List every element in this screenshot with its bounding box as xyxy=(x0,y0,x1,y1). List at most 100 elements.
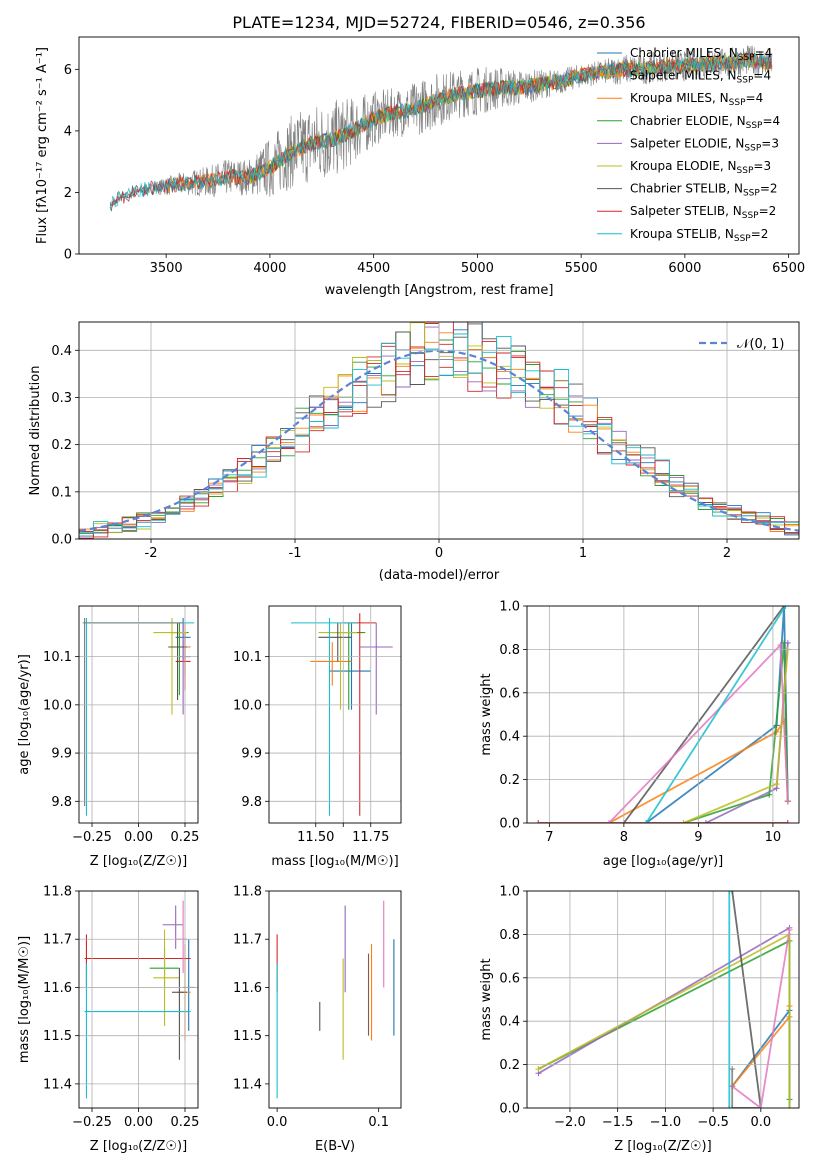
y-tick-label: 6 xyxy=(64,63,72,78)
x-tick-label: 11.50 xyxy=(297,830,334,845)
panel-residuals: -2 -1 0 1 2 0.0 0.1 0.2 0.3 0.4 𝒩(0, 1) (data-model… xyxy=(28,321,800,583)
weight-marker xyxy=(702,820,709,823)
error-bar-point-7 xyxy=(291,618,357,816)
y-tick-label: 1.0 xyxy=(499,885,520,900)
axes-frame xyxy=(78,36,800,255)
y-tick-label: 0.3 xyxy=(51,391,72,406)
legend-text: Kroupa MILES, N xyxy=(630,91,729,105)
x-tick-label: −0.25 xyxy=(72,1115,112,1130)
y-tick-label: 11.4 xyxy=(233,1077,262,1092)
axes-frame xyxy=(526,605,800,824)
x-tick-label: 0.00 xyxy=(124,830,153,845)
weight-line-3 xyxy=(538,927,790,1075)
weight-marker xyxy=(535,1065,542,1072)
legend-subscript: SSP xyxy=(737,76,754,86)
axes-frame xyxy=(78,890,199,1109)
y-tick-label: 0.1 xyxy=(51,485,72,500)
y-tick-label: 0.2 xyxy=(499,1058,520,1073)
legend-entry-3: Chabrier ELODIE, NSSP=4 xyxy=(630,114,780,131)
x-tick-label: 5000 xyxy=(461,261,494,276)
y-tick-label: 10.1 xyxy=(43,650,72,665)
axes-frame xyxy=(268,605,402,824)
x-tick-label: 1 xyxy=(579,546,587,561)
y-tick-label: 9.8 xyxy=(51,795,72,810)
error-bar-point-6 xyxy=(318,622,352,662)
weight-marker xyxy=(680,820,687,823)
plot-area-age-vs-Z xyxy=(82,618,195,816)
y-tick-label: 0.4 xyxy=(51,344,72,359)
legend-entry-4: Salpeter ELODIE, NSSP=3 xyxy=(630,136,779,153)
x-tick-label: -2 xyxy=(145,546,158,561)
weight-marker xyxy=(784,798,791,805)
legend-subscript: SSP xyxy=(744,143,761,153)
legend-text: =4 xyxy=(746,91,764,105)
error-bar-point-2 xyxy=(170,622,189,696)
y-tick-label: 0.8 xyxy=(499,643,520,658)
legend-text: =3 xyxy=(761,136,779,150)
legend-text: =2 xyxy=(751,227,769,241)
x-tick-label: 9 xyxy=(694,830,702,845)
x-tick-label: 8 xyxy=(620,830,628,845)
x-tick-label: −2.0 xyxy=(554,1115,586,1130)
weight-marker xyxy=(605,820,612,823)
y-tick-label: 0.0 xyxy=(499,817,520,832)
panel-mass-vs-EBV: 0.0 0.1 11.4 11.5 11.6 11.7 11.8 E(B-V) xyxy=(233,885,402,1154)
error-bar-point-3 xyxy=(84,934,191,988)
panel-age-vs-mass: 11.50 11.75 9.8 9.9 10.0 10.1 mass [log₁₀(M/M☉… xyxy=(233,605,402,869)
y-tick-label: 11.8 xyxy=(233,885,262,900)
axes-frame xyxy=(78,321,800,540)
x-tick-label: 6500 xyxy=(772,261,805,276)
plot-area-spectrum xyxy=(109,45,773,212)
model-line-8 xyxy=(109,53,772,210)
panel-age-vs-Z: −0.25 0.00 0.25 9.8 9.9 10.0 10.1 Z [log₁₀(Z/Z☉… xyxy=(17,605,200,869)
plot-area-weight-vs-age xyxy=(535,606,791,823)
y-tick-label: 0.0 xyxy=(51,533,72,548)
x-tick-label: 6000 xyxy=(668,261,701,276)
y-tick-label: 9.8 xyxy=(241,795,262,810)
y-tick-label: 10.0 xyxy=(43,698,72,713)
legend-text: Chabrier STELIB, N xyxy=(630,182,743,196)
weight-marker xyxy=(535,820,542,823)
legend-text: Salpeter MILES, N xyxy=(630,69,737,83)
y-tick-label: 10.0 xyxy=(233,698,262,713)
x-tick-label: 0 xyxy=(435,546,443,561)
x-tick-label: 0.0 xyxy=(750,1115,771,1130)
y-tick-label: 0.4 xyxy=(499,1015,520,1030)
weight-marker xyxy=(726,891,733,894)
axes-frame xyxy=(526,890,800,1109)
x-tick-label: 7 xyxy=(545,830,553,845)
y-axis-label: mass [log₁₀(M/M☉)] xyxy=(17,936,32,1063)
legend-entry-6: Chabrier STELIB, NSSP=2 xyxy=(630,182,778,199)
weight-marker xyxy=(773,780,780,787)
legend-subscript: SSP xyxy=(742,211,759,221)
x-tick-label: -1 xyxy=(289,546,302,561)
y-axis-label: age [log₁₀(age/yr)] xyxy=(17,654,32,775)
error-bar-point-4 xyxy=(162,905,184,949)
x-axis-label: E(B-V) xyxy=(315,1139,355,1154)
x-axis-label: (data-model)/error xyxy=(379,568,500,583)
y-tick-label: 0.0 xyxy=(499,1102,520,1117)
legend-text: Chabrier MILES, N xyxy=(630,46,738,60)
y-tick-label: 0.8 xyxy=(499,928,520,943)
y-tick-label: 10.1 xyxy=(233,650,262,665)
y-tick-label: 1.0 xyxy=(499,600,520,615)
error-bar-point-6 xyxy=(168,622,187,701)
plot-area-weight-vs-Z xyxy=(535,891,793,1108)
x-tick-label: 0.25 xyxy=(171,830,200,845)
y-tick-label: 4 xyxy=(64,124,72,139)
legend-text: Kroupa ELODIE, N xyxy=(630,159,737,173)
x-axis-label: Z [log₁₀(Z/Z☉)] xyxy=(614,1139,711,1154)
error-bar-point-6 xyxy=(171,968,187,1060)
legend-text: =2 xyxy=(760,182,778,196)
legend-text: Salpeter STELIB, N xyxy=(630,204,742,218)
x-tick-label: 5500 xyxy=(565,261,598,276)
plot-area-mass-vs-EBV xyxy=(276,900,395,1099)
error-bar-point-4 xyxy=(359,622,393,715)
x-tick-label: 2 xyxy=(723,546,731,561)
legend-text: =4 xyxy=(755,46,773,60)
x-axis-label: mass [log₁₀(M/M☉)] xyxy=(271,854,398,869)
weight-line-5 xyxy=(731,891,762,1108)
axes-frame xyxy=(268,890,402,1109)
x-tick-label: 4000 xyxy=(253,261,286,276)
